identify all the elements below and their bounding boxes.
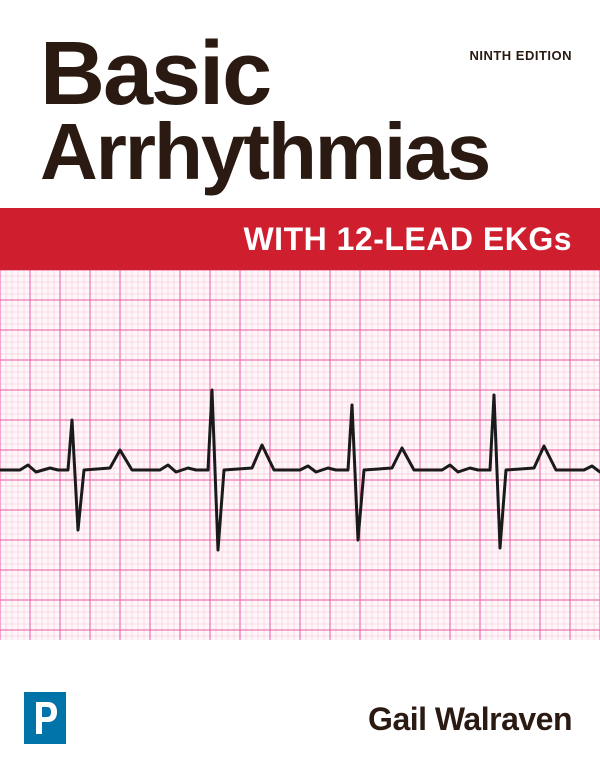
title-line2: Arrhythmias (40, 114, 580, 190)
author-name: Gail Walraven (368, 701, 572, 738)
ekg-grid-area (0, 270, 600, 640)
publisher-logo (24, 692, 66, 744)
book-cover: Basic Arrhythmias NINTH EDITION WITH 12-… (0, 0, 600, 768)
edition-label: NINTH EDITION (469, 48, 572, 63)
subtitle-text: WITH 12-LEAD EKGs (243, 221, 572, 258)
ekg-grid (0, 270, 600, 640)
pearson-logo-icon (24, 692, 66, 744)
title-line1: Basic (40, 32, 580, 118)
subtitle-band: WITH 12-LEAD EKGs (0, 208, 600, 270)
